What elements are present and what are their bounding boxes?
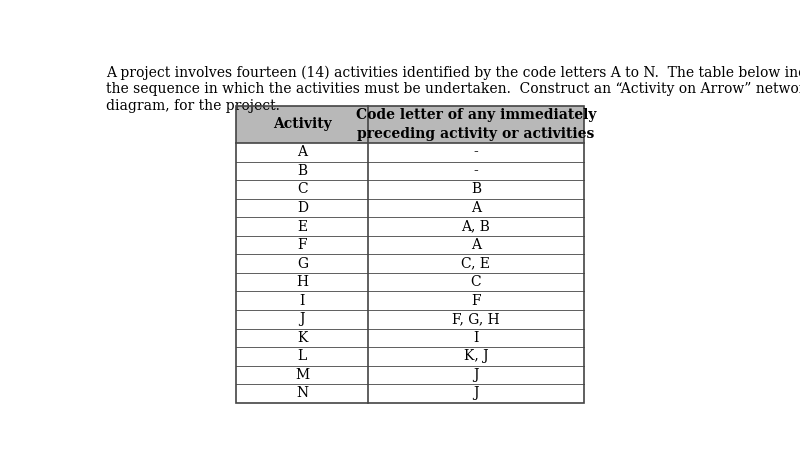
Text: F, G, H: F, G, H [452,312,500,326]
Text: -: - [474,164,478,178]
Text: L: L [298,350,307,363]
Text: D: D [297,201,308,215]
Text: F: F [298,238,307,252]
Text: B: B [298,164,307,178]
Text: A: A [471,238,481,252]
Bar [237,106,584,143]
Text: A: A [298,145,307,159]
Text: J: J [474,386,478,401]
Text: N: N [296,386,309,401]
Text: Activity: Activity [273,117,332,131]
Text: C: C [470,275,482,289]
Text: H: H [296,275,308,289]
Text: E: E [298,219,307,234]
Text: A, B: A, B [462,219,490,234]
Text: K: K [297,331,307,345]
Text: Code letter of any immediately
preceding activity or activities: Code letter of any immediately preceding… [356,108,596,140]
Text: K, J: K, J [464,350,488,363]
Text: I: I [474,331,478,345]
Text: A: A [471,201,481,215]
Text: J: J [300,312,305,326]
Text: C, E: C, E [462,257,490,271]
Bar [237,143,584,403]
Text: -: - [474,145,478,159]
Text: B: B [471,183,481,196]
Bar [237,106,584,403]
Text: J: J [474,368,478,382]
Text: G: G [297,257,308,271]
Text: A project involves fourteen (14) activities identified by the code letters A to : A project involves fourteen (14) activit… [106,66,800,113]
Text: I: I [300,294,305,308]
Text: F: F [471,294,481,308]
Text: M: M [295,368,310,382]
Text: C: C [297,183,308,196]
